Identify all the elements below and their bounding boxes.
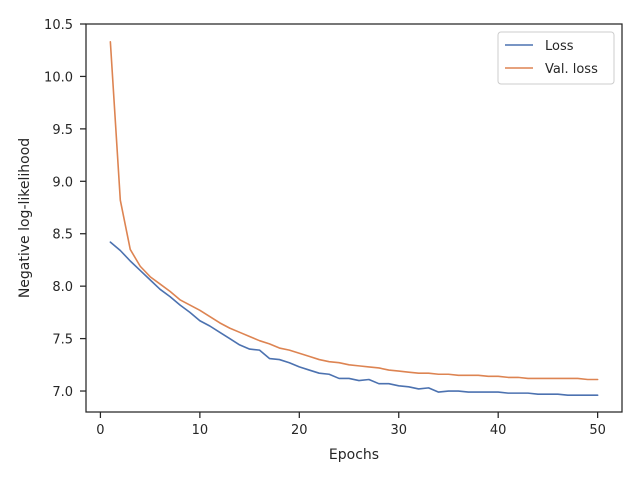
y-tick-label: 8.0 (52, 280, 73, 295)
y-axis: 7.0 7.5 8.0 8.5 9.0 9.5 10.0 10.5 (44, 18, 86, 400)
y-axis-label: Negative log-likelihood (17, 138, 33, 298)
plot-area-frame (85, 23, 623, 413)
x-axis: 0 10 20 30 40 50 (96, 412, 606, 438)
legend-label: Loss (545, 39, 574, 54)
legend: Loss Val. loss (497, 31, 615, 85)
series-line-val-loss (109, 41, 599, 381)
y-tick-label: 7.5 (52, 333, 73, 348)
y-tick-label: 8.5 (52, 228, 73, 243)
y-tick-label: 7.0 (52, 385, 73, 400)
x-tick-label: 40 (490, 423, 507, 438)
x-tick-label: 0 (96, 423, 104, 438)
y-tick-label: 10.5 (44, 18, 73, 33)
y-tick-label: 10.0 (44, 70, 73, 85)
x-tick-label: 50 (589, 423, 606, 438)
x-tick-label: 10 (192, 423, 209, 438)
x-axis-label: Epochs (329, 447, 379, 463)
y-tick-label: 9.0 (52, 175, 73, 190)
legend-label: Val. loss (545, 62, 598, 77)
x-tick-label: 20 (291, 423, 308, 438)
x-tick-label: 30 (390, 423, 407, 438)
y-tick-label: 9.5 (52, 123, 73, 138)
series-line-loss (109, 241, 599, 397)
series-layer (109, 41, 599, 397)
